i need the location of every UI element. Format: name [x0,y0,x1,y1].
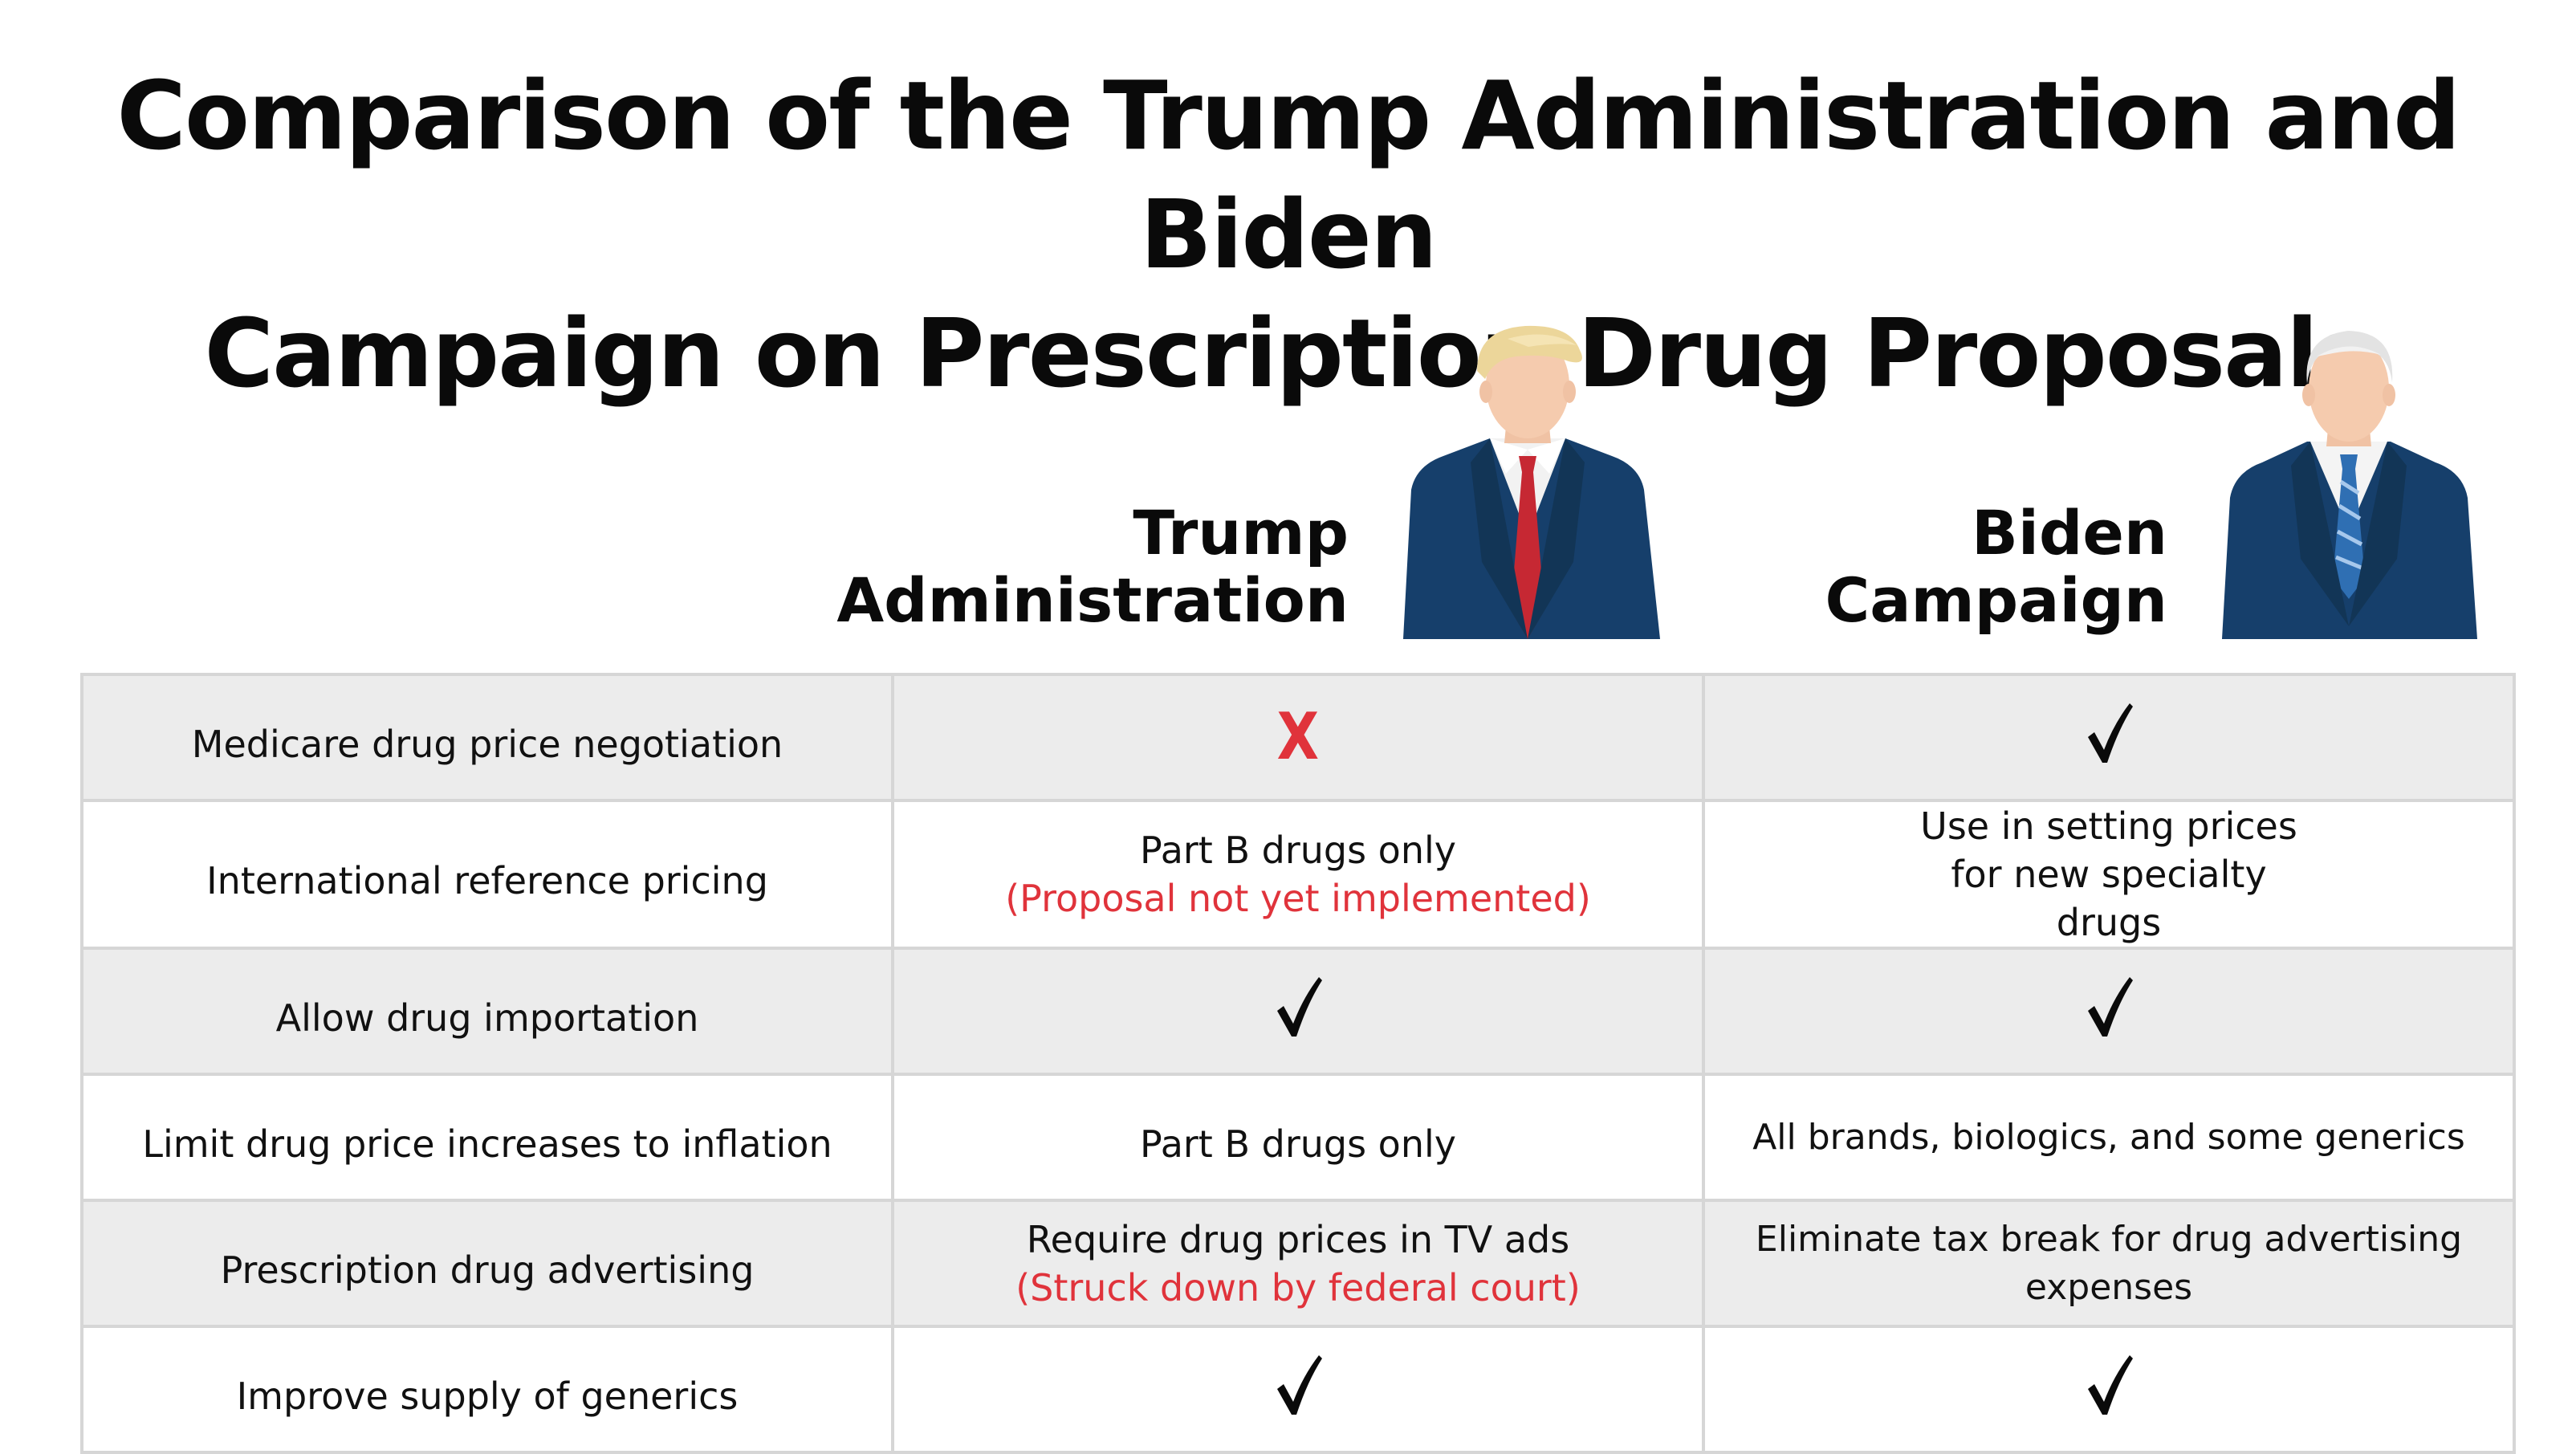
trump-portrait-illustration [1403,325,1660,639]
biden-cell [1702,673,2516,802]
biden-cell [1702,1325,2516,1454]
table-row: International reference pricing Part B d… [80,799,2516,950]
checkmark-icon [2088,976,2133,1037]
trump-cell: X [891,673,1705,802]
biden-column-header: Biden Campaign [1654,497,2168,636]
biden-header-line-1: Biden [1971,497,2167,568]
trump-cell: Require drug prices in TV ads (Struck do… [891,1199,1705,1328]
row-label: Medicare drug price negotiation [80,673,894,802]
cell-note: (Proposal not yet implemented) [1005,877,1591,920]
title-line-1: Comparison of the Trump Administration a… [116,60,2460,290]
cell-text: Eliminate tax break for drug advertising… [1755,1218,2463,1308]
checkmark-icon [1277,976,1322,1037]
comparison-table: Medicare drug price negotiation X Intern… [80,673,2516,1454]
biden-cell: All brands, biologics, and some generics [1702,1073,2516,1202]
trump-header-line-2: Administration [836,564,1349,636]
row-label: International reference pricing [80,799,894,950]
x-mark-icon: X [1276,699,1320,774]
biden-portrait-illustration [2222,331,2477,639]
cell-text: Part B drugs only [1140,829,1456,872]
cell-text: Use in setting prices for new specialty … [1920,804,2297,944]
cell-text: All brands, biologics, and some generics [1752,1116,2465,1158]
biden-cell: Use in setting prices for new specialty … [1702,799,2516,950]
checkmark-icon [2088,1354,2133,1415]
cell-text: Part B drugs only [1140,1122,1456,1166]
trump-cell: Part B drugs only [891,1073,1705,1202]
biden-header-line-2: Campaign [1825,564,2168,636]
table-row: Prescription drug advertising Require dr… [80,1199,2516,1328]
checkmark-icon [1277,1354,1322,1415]
trump-cell [891,1325,1705,1454]
trump-column-header: Trump Administration [835,499,1349,634]
table-row: Limit drug price increases to inflation … [80,1073,2516,1202]
row-label: Prescription drug advertising [80,1199,894,1328]
trump-header-line-1: Trump [1133,497,1349,568]
cell-note: (Struck down by federal court) [1015,1265,1581,1309]
biden-cell [1702,947,2516,1076]
biden-cell: Eliminate tax break for drug advertising… [1702,1199,2516,1328]
trump-cell: Part B drugs only (Proposal not yet impl… [891,799,1705,950]
table-row: Allow drug importation [80,947,2516,1076]
table-row: Medicare drug price negotiation X [80,673,2516,802]
row-label: Improve supply of generics [80,1325,894,1454]
row-label: Limit drug price increases to inflation [80,1073,894,1202]
trump-cell [891,947,1705,1076]
checkmark-icon [2088,703,2133,763]
title-line-2: Campaign on Prescription Drug Proposals [204,298,2374,409]
table-row: Improve supply of generics [80,1325,2516,1454]
cell-text: Require drug prices in TV ads [1026,1217,1570,1261]
page-title: Comparison of the Trump Administration a… [0,56,2576,413]
row-label: Allow drug importation [80,947,894,1076]
